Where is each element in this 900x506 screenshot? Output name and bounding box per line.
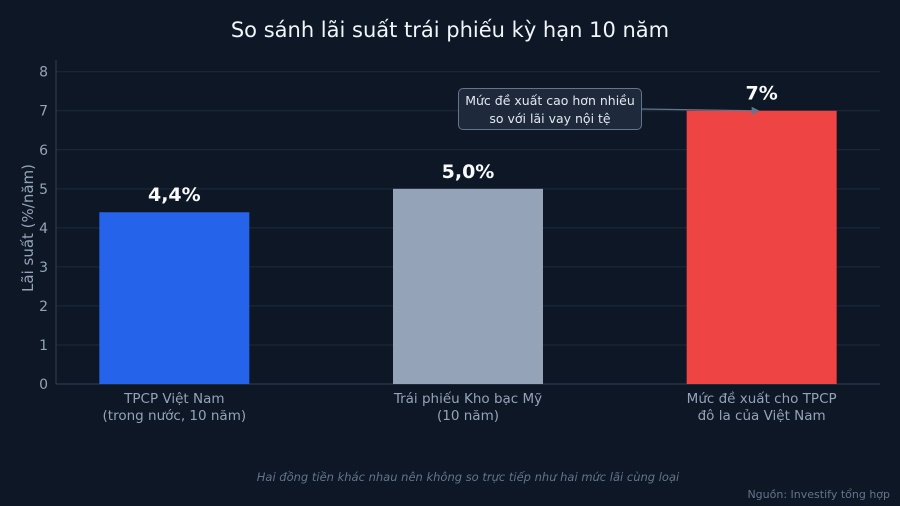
y-tick-label: 8 <box>39 65 48 81</box>
y-tick-label: 0 <box>39 377 48 393</box>
x-tick-label: đô la của Việt Nam <box>698 408 826 424</box>
annotation-line-2: so với lãi vay nội tệ <box>489 111 611 126</box>
data-label: 7% <box>746 83 778 105</box>
y-axis-label: Lãi suất (%/năm) <box>19 164 37 292</box>
x-tick-label: Mức đề xuất cho TPCP <box>687 390 837 407</box>
bar <box>686 110 837 385</box>
y-tick-label: 4 <box>39 221 48 237</box>
x-tick-label: (trong nước, 10 năm) <box>103 408 247 424</box>
source-note: Nguồn: Investify tổng hợp <box>747 488 890 501</box>
annotation-line-1: Mức đề xuất cao hơn nhiều <box>465 93 635 108</box>
y-tick-label: 6 <box>39 143 48 159</box>
data-label: 4,4% <box>148 184 201 206</box>
footnote: Hai đồng tiền khác nhau nên không so trự… <box>256 470 680 484</box>
x-tick-label: Trái phiếu Kho bạc Mỹ <box>393 390 542 407</box>
data-label: 5,0% <box>442 161 495 183</box>
y-tick-label: 2 <box>39 299 48 315</box>
annotation-box: Mức đề xuất cao hơn nhiều so với lãi vay… <box>458 88 642 130</box>
y-tick-label: 1 <box>39 338 48 354</box>
x-tick-label: TPCP Việt Nam <box>123 391 224 407</box>
bar <box>99 212 250 384</box>
y-tick-label: 7 <box>39 104 48 120</box>
x-tick-label: (10 năm) <box>437 408 499 424</box>
y-tick-label: 3 <box>39 260 48 276</box>
annotation-arrowhead <box>751 106 760 115</box>
y-tick-label: 5 <box>39 182 48 198</box>
bar <box>393 188 543 384</box>
chart-title: So sánh lãi suất trái phiếu kỳ hạn 10 nă… <box>230 18 670 42</box>
annotation-arrow <box>641 108 754 112</box>
